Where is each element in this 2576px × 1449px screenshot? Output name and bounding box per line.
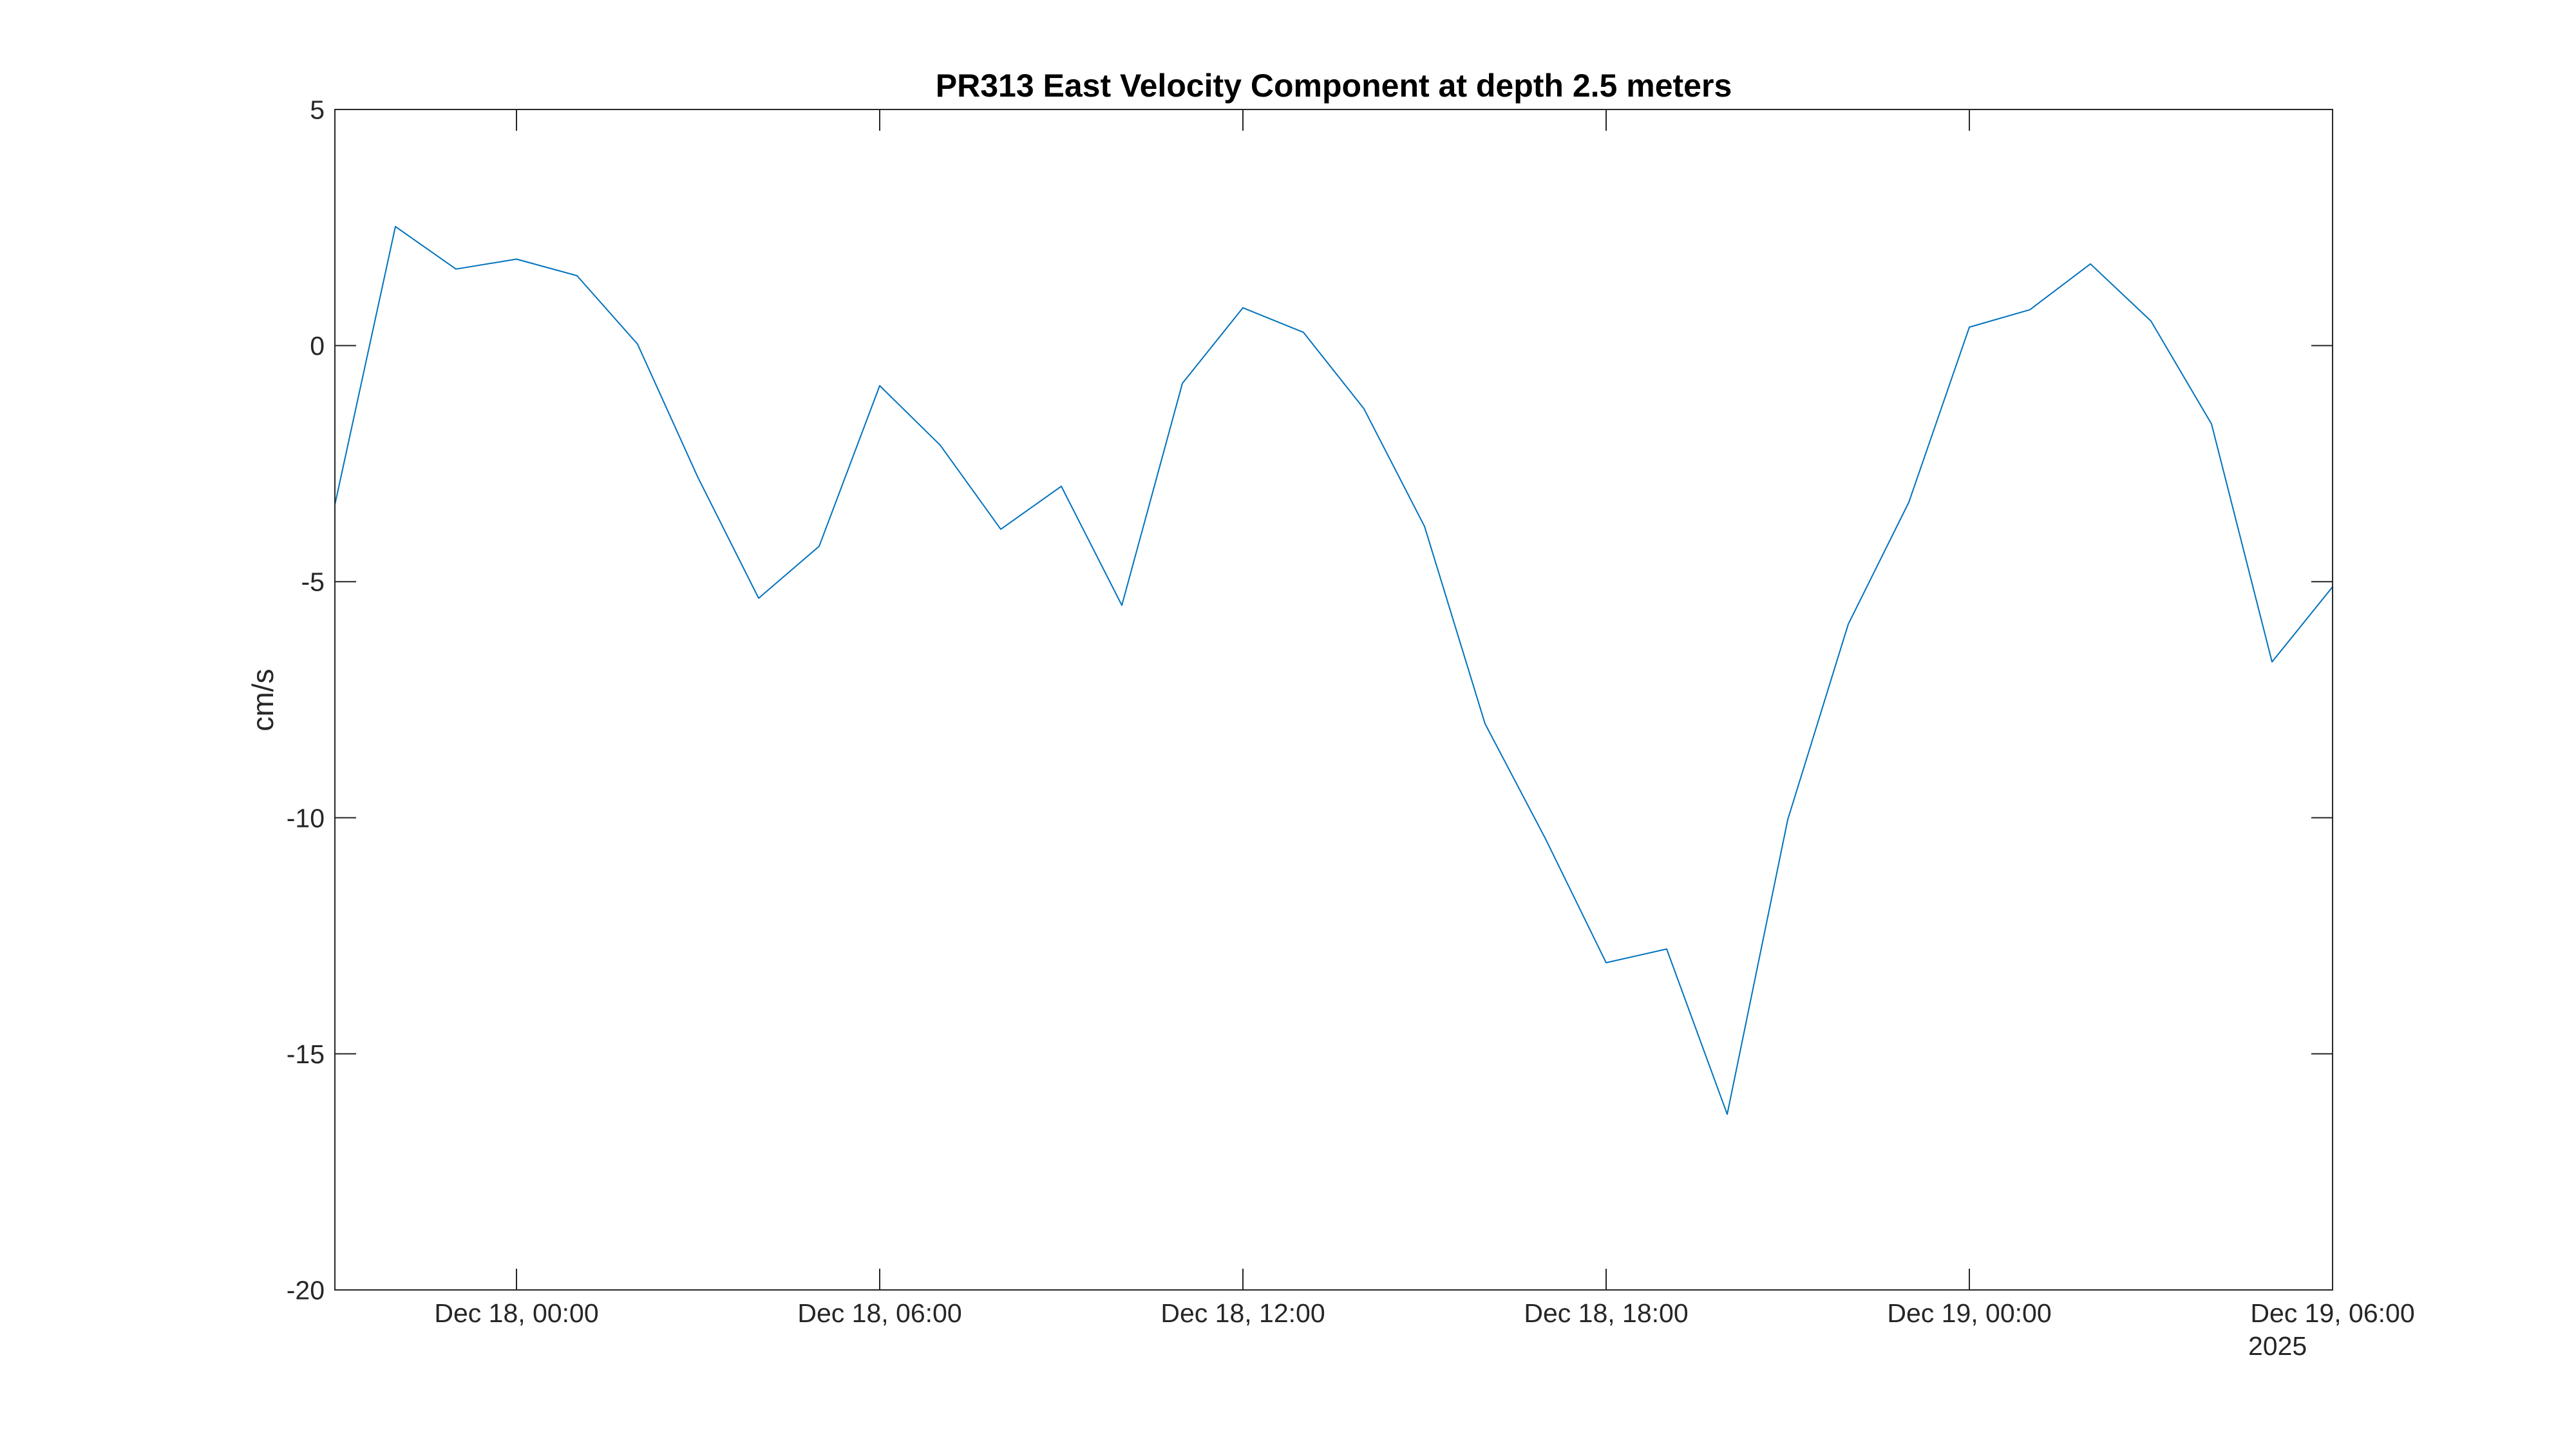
svg-text:Dec 18, 18:00: Dec 18, 18:00 <box>1524 1298 1688 1328</box>
svg-text:5: 5 <box>310 95 325 125</box>
svg-text:Dec 18, 12:00: Dec 18, 12:00 <box>1160 1298 1325 1328</box>
svg-text:-10: -10 <box>287 803 325 833</box>
svg-text:0: 0 <box>310 331 325 361</box>
svg-text:Dec 18, 00:00: Dec 18, 00:00 <box>434 1298 598 1328</box>
svg-text:-5: -5 <box>301 567 325 597</box>
svg-text:2025: 2025 <box>2248 1331 2307 1361</box>
svg-text:PR313 East Velocity Component: PR313 East Velocity Component at depth 2… <box>936 68 1732 104</box>
svg-text:-15: -15 <box>287 1039 325 1069</box>
svg-text:Dec 19, 06:00: Dec 19, 06:00 <box>2250 1298 2414 1328</box>
svg-text:cm/s: cm/s <box>246 668 279 731</box>
svg-text:Dec 19, 00:00: Dec 19, 00:00 <box>1887 1298 2051 1328</box>
svg-text:-20: -20 <box>287 1276 325 1305</box>
svg-text:Dec 18, 06:00: Dec 18, 06:00 <box>797 1298 961 1328</box>
